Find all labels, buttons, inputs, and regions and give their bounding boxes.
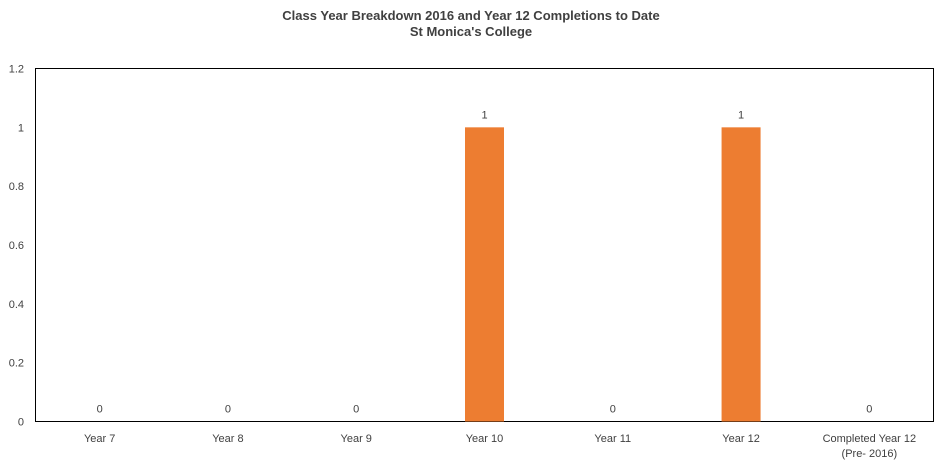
y-tick-label: 0.8 <box>9 181 24 193</box>
y-axis: 0 0.2 0.4 0.6 0.8 1 1.2 <box>9 64 24 429</box>
x-tick-label: Year 12 <box>722 433 760 445</box>
data-labels: 0 0 0 1 0 1 0 <box>97 109 873 415</box>
bar-series <box>465 127 761 422</box>
data-label: 0 <box>97 404 103 416</box>
bar <box>721 127 761 422</box>
x-axis: Year 7 Year 8 Year 9 Year 10 Year 11 Year 12 C… <box>84 433 916 460</box>
data-label: 0 <box>225 404 231 416</box>
y-tick-label: 0.6 <box>9 240 24 252</box>
x-tick-label: Year 8 <box>212 433 243 445</box>
y-tick-label: 0.4 <box>9 299 24 311</box>
y-tick-label: 0 <box>18 417 24 429</box>
x-tick-label: Year 10 <box>466 433 504 445</box>
x-tick-label: (Pre- 2016) <box>842 448 898 460</box>
data-label: 1 <box>738 109 744 121</box>
data-label: 0 <box>610 404 616 416</box>
chart-title: Class Year Breakdown 2016 and Year 12 Co… <box>282 8 659 23</box>
y-tick-label: 1.2 <box>9 64 24 76</box>
x-tick-label: Year 7 <box>84 433 115 445</box>
bar <box>465 127 504 422</box>
y-tick-label: 0.2 <box>9 358 24 370</box>
x-tick-label: Completed Year 12 <box>823 433 917 445</box>
y-tick-label: 1 <box>18 122 24 134</box>
data-label: 0 <box>866 404 872 416</box>
x-tick-label: Year 11 <box>594 433 631 445</box>
x-tick-label: Year 9 <box>341 433 372 445</box>
data-label: 1 <box>481 109 487 121</box>
chart-subtitle: St Monica's College <box>410 24 532 39</box>
data-label: 0 <box>353 404 359 416</box>
